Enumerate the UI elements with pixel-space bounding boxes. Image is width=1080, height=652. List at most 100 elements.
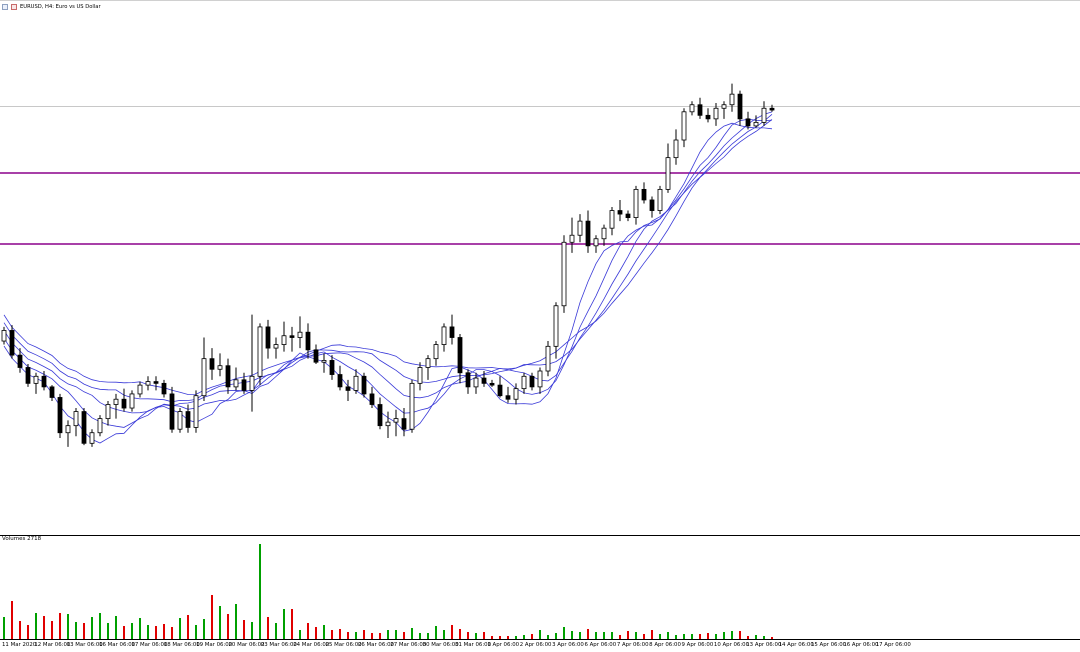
candle-body	[689, 104, 695, 113]
candle-body	[417, 367, 423, 384]
candle-body	[465, 372, 471, 388]
candle-body	[649, 199, 655, 211]
candle-body	[769, 107, 775, 111]
candle-body	[273, 344, 279, 349]
time-axis-label: 16 Apr 06:00	[843, 642, 879, 648]
candle-body	[441, 326, 447, 345]
candle-body	[377, 404, 383, 427]
time-axis-label: 31 Mar 06:00	[455, 642, 492, 648]
candle-body	[713, 107, 719, 120]
candle-body	[681, 111, 687, 141]
time-axis-label: 7 Apr 06:00	[616, 642, 649, 648]
candle-body	[193, 395, 199, 428]
time-axis-label: 11 Mar 2020	[2, 642, 37, 648]
candle-body	[57, 397, 63, 434]
candle-body	[665, 157, 671, 190]
time-axis-label: 17 Mar 06:00	[131, 642, 168, 648]
candle-body	[121, 398, 127, 409]
candle-body	[361, 375, 367, 395]
time-axis-label: 18 Mar 06:00	[163, 642, 200, 648]
candle-body	[81, 411, 87, 444]
candle-body	[209, 358, 215, 370]
chart-icon	[2, 4, 8, 10]
candle-body	[425, 358, 431, 368]
candle-body	[505, 395, 511, 400]
candle-body	[537, 370, 543, 388]
moving-average-line-3	[3, 111, 773, 414]
candle-body	[593, 238, 599, 247]
time-axis-label: 16 Mar 06:00	[99, 642, 136, 648]
time-axis-label: 6 Apr 06:00	[584, 642, 617, 648]
candle-body	[521, 375, 527, 390]
candle-body	[633, 188, 639, 219]
candle-body	[329, 360, 335, 375]
candle-body	[641, 188, 647, 201]
time-axis-label: 3 Apr 06:00	[552, 642, 584, 648]
candle-body	[609, 210, 615, 229]
candle-body	[401, 418, 407, 430]
candle-body	[113, 398, 119, 405]
time-axis-label: 19 Mar 06:00	[196, 642, 233, 648]
candle-body	[721, 104, 727, 109]
time-axis-label: 12 Mar 06:00	[34, 642, 71, 648]
candle-body	[129, 393, 135, 409]
candle-body	[153, 381, 159, 384]
moving-average-line-5	[3, 119, 773, 395]
candle-body	[457, 337, 463, 374]
moving-average-line-2	[3, 118, 773, 428]
candle-body	[105, 404, 111, 420]
candle-body	[409, 382, 415, 430]
candle-body	[297, 331, 303, 338]
candle-body	[729, 93, 735, 106]
candle-body	[697, 104, 703, 116]
candle-body	[585, 220, 591, 247]
candle-body	[617, 210, 623, 215]
candle-body	[25, 367, 31, 384]
candle-body	[553, 305, 559, 347]
candle-body	[737, 93, 743, 120]
candle-body	[497, 384, 503, 397]
candle-body	[217, 365, 223, 370]
candle-body	[201, 358, 207, 397]
candle-body	[225, 365, 231, 388]
scroll-marker-icon[interactable]: ⌃	[893, 0, 899, 6]
time-axis-label: 24 Mar 06:00	[293, 642, 330, 648]
moving-average-line-1	[3, 122, 773, 444]
candle-body	[321, 360, 327, 363]
candle-body	[65, 425, 71, 434]
time-axis-label: 2 Apr 06:00	[519, 642, 552, 648]
candle-body	[33, 375, 39, 384]
candle-body	[41, 375, 47, 388]
candle-body	[233, 379, 239, 388]
moving-average-line-4	[3, 113, 773, 403]
volume-panel-label: Volumes 2718	[2, 536, 42, 542]
candle-body	[561, 241, 567, 307]
candle-body	[745, 118, 751, 127]
candle-body	[177, 411, 183, 430]
candle-body	[569, 234, 575, 243]
candle-body	[281, 335, 287, 345]
candle-body	[449, 326, 455, 338]
candle-body	[481, 377, 487, 384]
chart-title: EURUSD, H4: Euro vs US Dollar	[20, 4, 101, 10]
candle-body	[289, 335, 295, 338]
time-axis-label: 14 Apr 06:00	[778, 642, 814, 648]
candle-body	[345, 386, 351, 391]
candle-body	[73, 411, 79, 427]
time-axis-label: 30 Mar 06:00	[422, 642, 459, 648]
time-axis-label: 23 Mar 06:00	[260, 642, 297, 648]
candle-body	[241, 379, 247, 391]
candle-body	[657, 188, 663, 211]
time-axis-label: 13 Apr 06:00	[746, 642, 782, 648]
candle-body	[673, 139, 679, 159]
time-axis-label: 1 Apr 06:00	[487, 642, 520, 648]
time-axis-label: 15 Apr 06:00	[810, 642, 847, 648]
time-axis-label: 27 Mar 06:00	[390, 642, 427, 648]
candle-body	[545, 345, 551, 372]
candle-body	[137, 384, 143, 395]
time-axis-label: 10 Apr 06:00	[713, 642, 750, 648]
candle-body	[529, 375, 535, 388]
candle-body	[313, 349, 319, 363]
